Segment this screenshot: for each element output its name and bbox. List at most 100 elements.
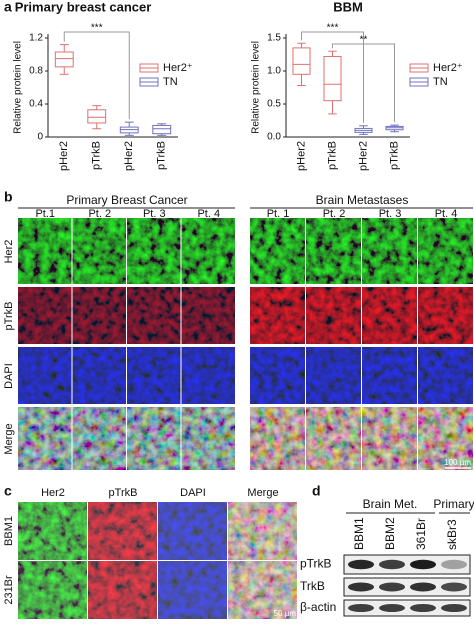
group-title: Primary xyxy=(433,497,474,511)
column-label: pTrkB xyxy=(109,487,138,499)
blot-band xyxy=(379,559,405,570)
micrograph xyxy=(18,287,72,344)
x-tick-label: pHer2 xyxy=(123,141,135,171)
blot-band xyxy=(441,582,467,592)
column-label: Her2 xyxy=(41,487,65,499)
micrograph xyxy=(418,287,473,344)
blot-band xyxy=(379,582,405,592)
micrograph xyxy=(228,561,297,619)
micrograph xyxy=(306,218,361,284)
box xyxy=(54,51,74,68)
y-tick-label: 1.5 xyxy=(267,33,281,44)
group-title: Primary Breast Cancer xyxy=(66,193,187,207)
micrograph xyxy=(362,347,417,404)
blot-band xyxy=(410,604,436,612)
y-axis-label: Relative protein level xyxy=(251,41,262,134)
row-label: BBM1 xyxy=(3,516,15,546)
micrograph xyxy=(418,347,473,404)
chart-title: BBM xyxy=(333,0,363,14)
micrograph xyxy=(18,218,72,284)
legend-label: Her2⁺ xyxy=(433,62,463,74)
chart-title: Primary breast cancer xyxy=(15,0,152,14)
y-axis-label: Relative protein level xyxy=(13,41,24,134)
row-label: DAPI xyxy=(3,363,15,389)
significance-label: ** xyxy=(360,35,368,46)
row-label: 231Br xyxy=(3,575,15,605)
significance-label: *** xyxy=(327,23,339,34)
row-label: pTrkB xyxy=(300,557,332,571)
y-tick-label: 0.5 xyxy=(267,99,281,110)
blot-band xyxy=(348,559,374,570)
group-title: Brain Metastases xyxy=(316,193,409,207)
micrograph xyxy=(362,218,417,284)
micrograph xyxy=(250,218,305,284)
micrograph xyxy=(127,407,181,470)
micrograph xyxy=(228,502,297,560)
y-tick-label: 1.0 xyxy=(267,66,281,77)
column-label: Pt. 3 xyxy=(379,208,402,220)
x-tick-label: pTrkB xyxy=(388,141,400,170)
significance-bracket xyxy=(332,43,395,123)
micrograph xyxy=(250,407,305,470)
legend-label: TN xyxy=(433,76,448,88)
y-tick-label: 0.0 xyxy=(267,132,281,143)
micrograph xyxy=(72,218,126,284)
column-label: Pt.1 xyxy=(35,208,55,220)
blot-band xyxy=(441,604,467,612)
micrograph xyxy=(88,502,157,560)
micrograph xyxy=(181,287,235,344)
blot-band xyxy=(379,604,405,612)
y-tick-label: 0 xyxy=(37,132,43,143)
significance-bracket xyxy=(63,31,130,120)
micrograph xyxy=(181,218,235,284)
micrograph xyxy=(250,347,305,404)
micrograph xyxy=(306,347,361,404)
column-label: Pt. 3 xyxy=(143,208,166,220)
panel-label: a xyxy=(4,0,12,15)
micrograph xyxy=(418,218,473,284)
column-label: Merge xyxy=(247,487,278,499)
blot-strip xyxy=(343,599,471,617)
lane-label: 361Br xyxy=(414,518,428,550)
y-tick-label: 0.4 xyxy=(29,99,43,110)
blot-band xyxy=(348,604,374,612)
panel-label: b xyxy=(4,189,13,205)
row-label: β-actin xyxy=(300,600,336,614)
panel-label: d xyxy=(312,483,321,499)
row-label: TrkB xyxy=(300,579,325,593)
row-label: Merge xyxy=(3,423,15,454)
micrograph xyxy=(88,561,157,619)
micrograph xyxy=(181,407,235,470)
lane-label: skBr3 xyxy=(445,519,459,550)
panel-label: c xyxy=(4,483,12,499)
blot-strip xyxy=(343,577,471,597)
row-label: Her2 xyxy=(3,240,15,264)
blot-band xyxy=(441,559,467,570)
blot-strip xyxy=(343,554,471,575)
box xyxy=(152,124,172,135)
box xyxy=(292,47,311,75)
micrograph xyxy=(158,502,227,560)
micrograph xyxy=(18,502,87,560)
significance-label: *** xyxy=(91,23,103,34)
micrograph xyxy=(250,287,305,344)
micrograph xyxy=(181,347,235,404)
group-title: Brain Met. xyxy=(363,497,418,511)
micrograph xyxy=(306,407,361,470)
x-tick-label: pTrkB xyxy=(91,141,103,170)
column-label: Pt. 2 xyxy=(88,208,111,220)
y-tick-label: 0.8 xyxy=(29,66,43,77)
lane-label: BBM1 xyxy=(352,517,366,550)
legend-label: TN xyxy=(163,76,178,88)
x-tick-label: pHer2 xyxy=(295,141,307,171)
x-tick-label: pHer2 xyxy=(357,141,369,171)
row-label: pTrkB xyxy=(3,302,15,331)
column-label: Pt. 4 xyxy=(435,208,458,220)
micrograph xyxy=(127,218,181,284)
micrograph xyxy=(127,287,181,344)
micrograph xyxy=(18,347,72,404)
micrograph xyxy=(18,561,87,619)
micrograph xyxy=(418,407,473,470)
y-tick-label: 1.2 xyxy=(29,33,43,44)
